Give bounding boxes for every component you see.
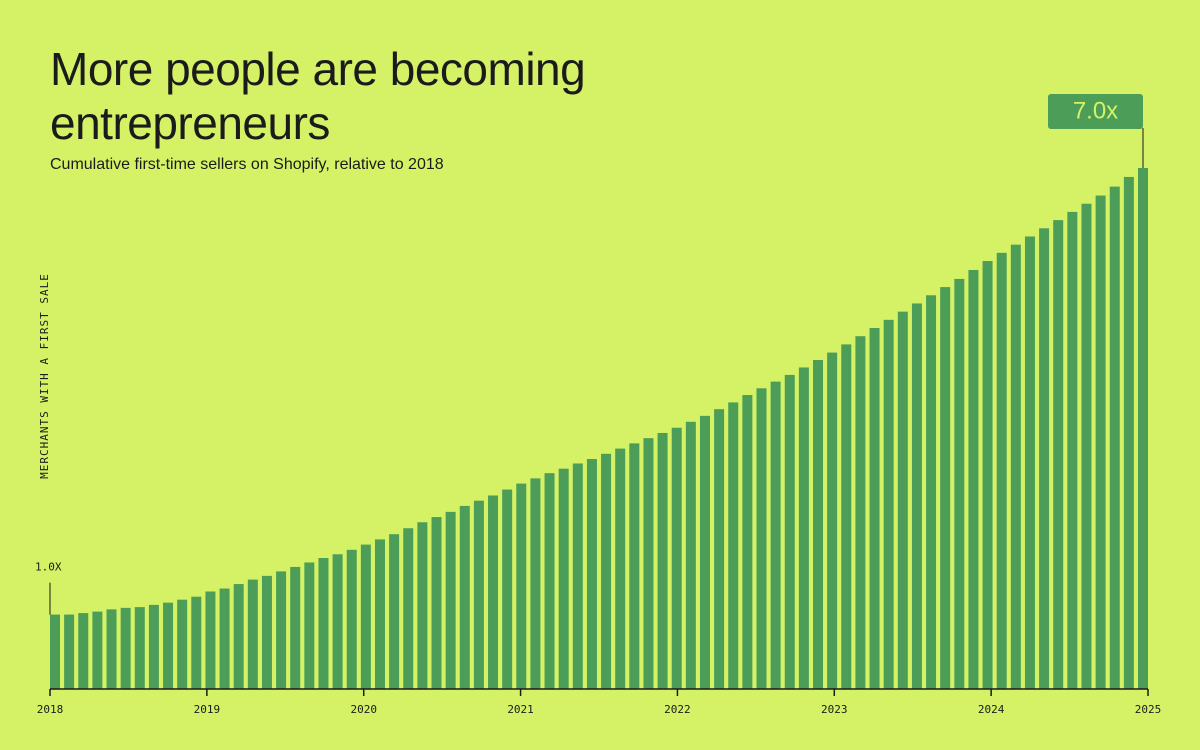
- bar: [643, 438, 654, 689]
- bar: [1081, 203, 1092, 689]
- bar: [261, 575, 272, 689]
- bar: [996, 252, 1007, 689]
- x-tick-label: 2020: [350, 703, 377, 716]
- bar: [332, 554, 343, 689]
- bar: [304, 562, 315, 689]
- bar: [572, 463, 583, 689]
- bar: [276, 571, 287, 689]
- bar: [360, 544, 371, 689]
- bar: [1024, 236, 1035, 689]
- bar: [615, 448, 626, 689]
- bar: [374, 539, 385, 689]
- chart-title: More people are becoming entrepreneurs: [50, 43, 586, 149]
- bar: [911, 303, 922, 689]
- bar: [784, 374, 795, 689]
- bar: [516, 483, 527, 689]
- x-tick-label: 2022: [664, 703, 691, 716]
- bar: [247, 579, 258, 689]
- bar: [1138, 168, 1148, 689]
- bar: [403, 528, 414, 689]
- bar: [191, 596, 202, 689]
- bar: [346, 549, 357, 689]
- bar: [1109, 186, 1120, 689]
- bar: [742, 395, 753, 689]
- bar: [629, 443, 640, 689]
- bar: [883, 319, 894, 689]
- y-axis-label: MERCHANTS WITH A FIRST SALE: [38, 273, 51, 479]
- x-tick-label: 2025: [1135, 703, 1162, 716]
- bar: [827, 352, 838, 689]
- bar: [756, 388, 767, 689]
- label-badge: [1048, 94, 1143, 129]
- bar: [473, 500, 484, 689]
- bar: [558, 468, 569, 689]
- bar: [177, 599, 188, 689]
- bar: [134, 607, 145, 689]
- bar: [586, 459, 597, 689]
- bar: [318, 558, 329, 689]
- bar: [813, 360, 824, 689]
- bar: [219, 588, 230, 689]
- bar: [1039, 228, 1050, 689]
- bar: [502, 489, 513, 689]
- bar: [699, 415, 710, 689]
- bar: [968, 269, 979, 689]
- bar: [798, 367, 809, 689]
- bar: [601, 453, 612, 689]
- bar: [431, 517, 442, 689]
- bar: [671, 427, 682, 689]
- bar: [841, 344, 852, 689]
- bar: [544, 473, 555, 689]
- bar: [1053, 220, 1064, 689]
- bar: [926, 295, 937, 689]
- bar: [770, 381, 781, 689]
- bar: [954, 278, 965, 689]
- bar: [1067, 211, 1078, 690]
- bar: [148, 604, 159, 689]
- x-tick-label: 2024: [978, 703, 1005, 716]
- bar: [728, 402, 739, 689]
- bar: [869, 328, 880, 689]
- bar: [92, 611, 103, 689]
- bar: [940, 287, 951, 689]
- x-tick-label: 2019: [194, 703, 221, 716]
- bar: [685, 421, 696, 689]
- bar: [233, 584, 244, 689]
- bar: [488, 495, 499, 689]
- bar: [982, 261, 993, 689]
- bar: [205, 591, 216, 689]
- bar: [445, 511, 456, 689]
- bar: [714, 409, 725, 689]
- bar: [417, 522, 428, 689]
- bar: [106, 609, 117, 689]
- bar: [50, 614, 60, 689]
- bar: [64, 614, 75, 689]
- x-tick-label: 2023: [821, 703, 848, 716]
- bar: [290, 566, 301, 689]
- bar: [1010, 244, 1021, 689]
- bar: [1123, 176, 1134, 690]
- bar: [389, 534, 400, 689]
- x-tick-label: 2021: [507, 703, 534, 716]
- bar: [855, 336, 866, 689]
- bar: [163, 602, 174, 689]
- bar: [78, 613, 89, 689]
- bar: [1095, 195, 1106, 689]
- bar: [530, 478, 541, 689]
- x-tick-label: 2018: [37, 703, 64, 716]
- value-label: 1.0X: [35, 561, 62, 574]
- chart-subtitle: Cumulative first-time sellers on Shopify…: [50, 156, 444, 173]
- bar: [459, 505, 470, 689]
- value-label: 7.0x: [1073, 97, 1118, 124]
- bar: [657, 432, 668, 689]
- bar: [120, 607, 131, 689]
- bar: [897, 311, 908, 689]
